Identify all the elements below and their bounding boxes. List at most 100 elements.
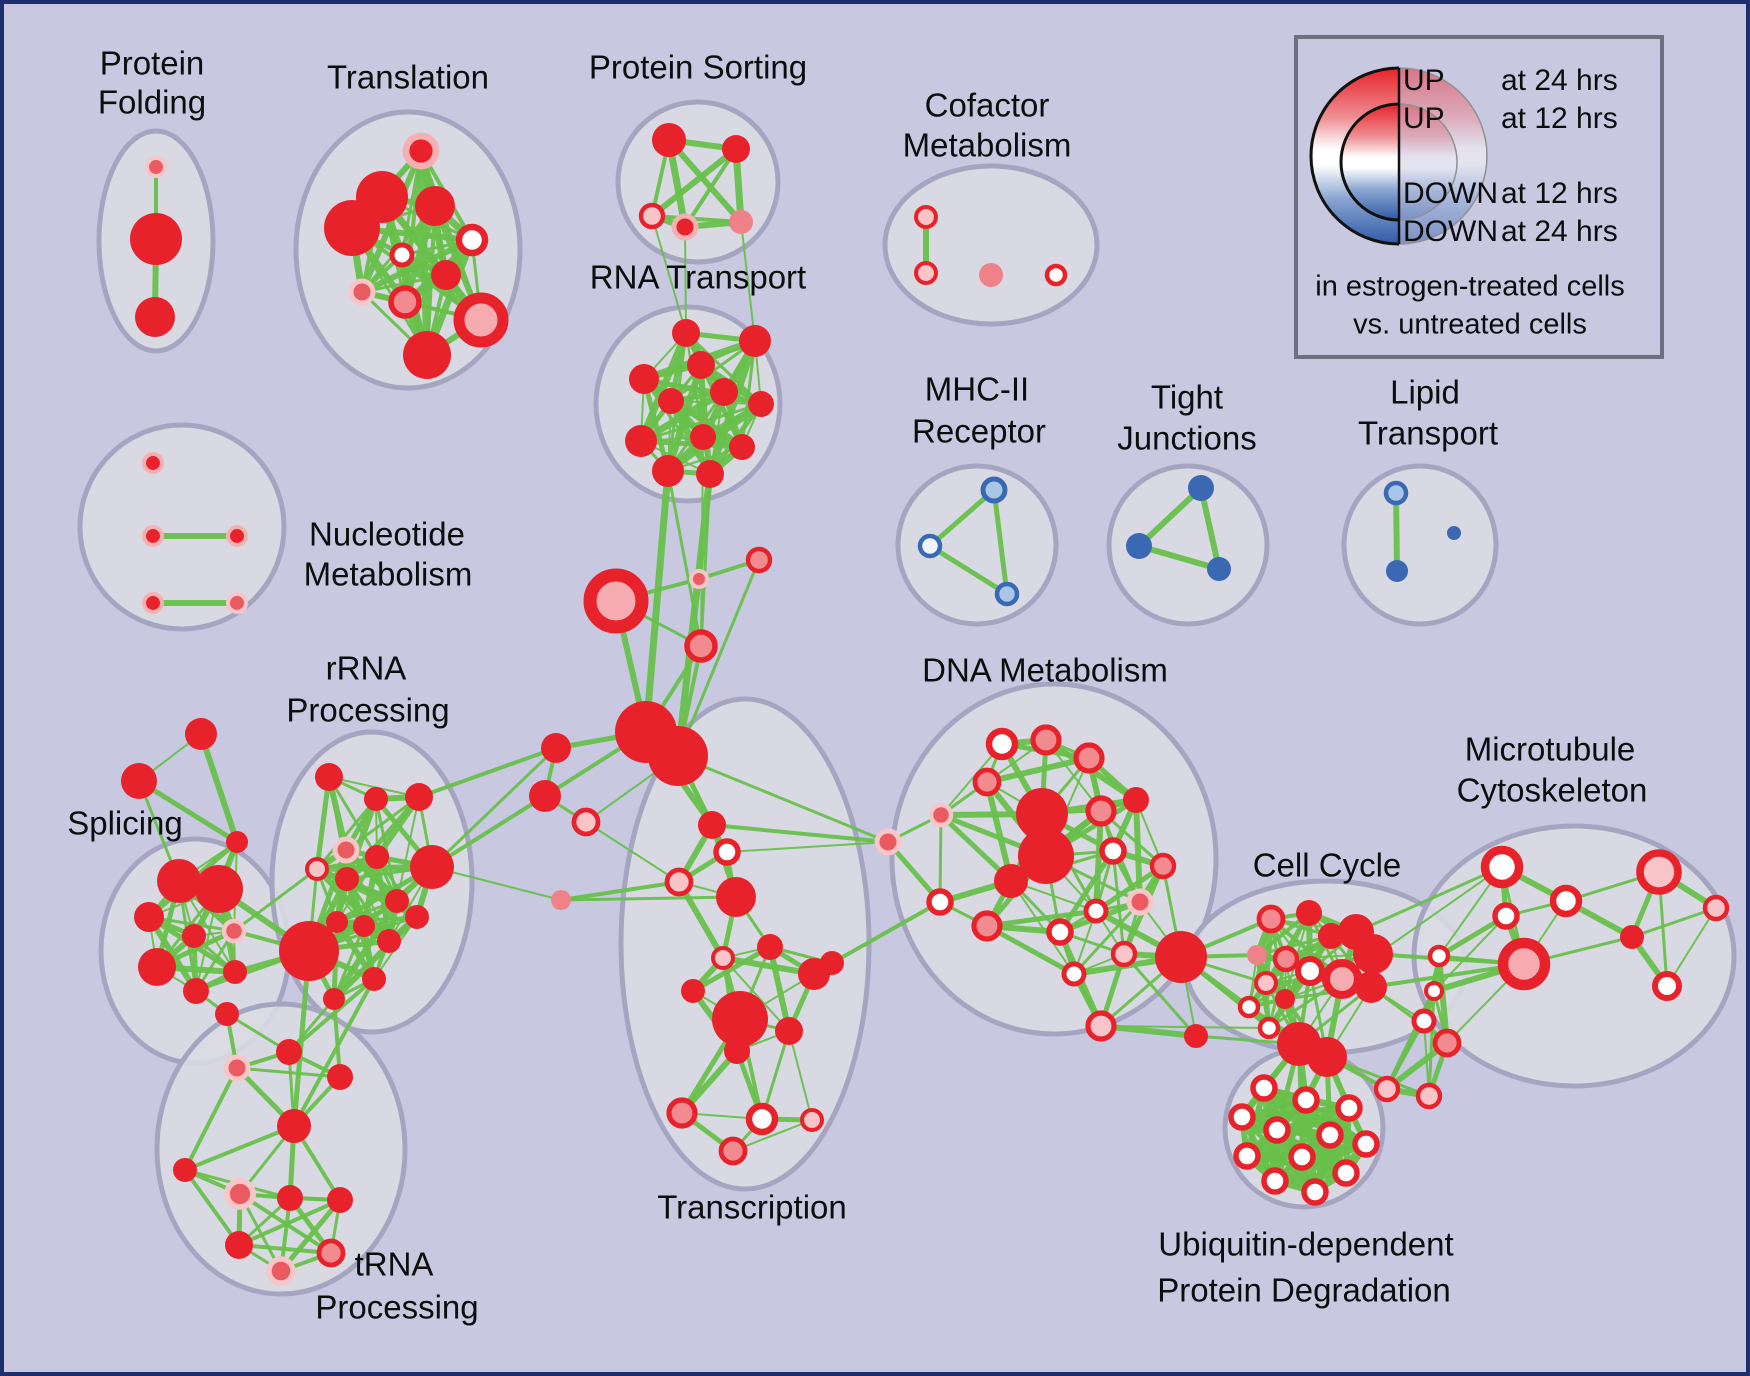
splicing-node	[195, 865, 243, 913]
cluster-label-splicing: Splicing	[67, 805, 183, 842]
network-edge	[315, 797, 378, 871]
ubiquitin-degradation-node	[1335, 1094, 1363, 1122]
cluster-label-cell-cycle: Cell Cycle	[1253, 847, 1402, 884]
cell-cycle-node	[1247, 945, 1267, 965]
network-edge	[788, 1030, 813, 1121]
dna-metabolism-node	[994, 864, 1028, 898]
cluster-label-transcription: Transcription	[657, 1189, 847, 1226]
backbone-node	[529, 780, 561, 812]
rrna-processing-node	[362, 967, 386, 991]
cluster-label-microtubule-cytoskeleton: Microtubule	[1465, 731, 1636, 768]
lipid-transport-node	[1383, 480, 1409, 506]
microtubule-cytoskeleton-node	[1424, 981, 1444, 1001]
dna-metabolism-node	[1184, 1024, 1208, 1048]
cell-cycle-node	[1355, 971, 1387, 1003]
cell-cycle-node	[1296, 900, 1322, 926]
cell-cycle-node	[1295, 956, 1325, 986]
trna-processing-node	[277, 1109, 311, 1143]
cluster-label-protein-folding: Folding	[98, 84, 206, 121]
nucleotide-metabolism-node	[225, 524, 249, 548]
cluster-label-ubiquitin-degradation: Protein Degradation	[1157, 1272, 1451, 1309]
cell-cycle-node	[1256, 904, 1286, 934]
cluster-label-protein-folding: Protein	[100, 45, 205, 82]
dna-metabolism-node	[972, 767, 1002, 797]
rrna-processing-node	[364, 787, 388, 811]
protein-sorting-node	[729, 210, 753, 234]
transcription-node	[664, 867, 694, 897]
mhc-ii-receptor-node	[994, 581, 1020, 607]
network-edge	[984, 755, 1092, 785]
network-edge	[683, 147, 738, 229]
network-edge	[1133, 797, 1143, 905]
cofactor-metabolism-node	[914, 261, 938, 285]
rrna-processing-node	[335, 867, 359, 891]
microtubule-cytoskeleton-node	[1549, 884, 1583, 918]
lipid-transport-node	[1447, 526, 1461, 540]
network-edge	[331, 898, 400, 1002]
cell-cycle-node	[1318, 923, 1344, 949]
nucleotide-metabolism-node	[141, 524, 165, 548]
protein-folding-node	[135, 297, 175, 337]
cluster-ellipse-nucleotide-metabolism	[77, 422, 287, 632]
legend-time-label: at 24 hrs	[1501, 64, 1618, 97]
splicing-node	[121, 763, 157, 799]
network-edge	[1630, 906, 1718, 939]
network-edge	[1666, 907, 1717, 987]
dna-metabolism-node	[820, 951, 844, 975]
trna-processing-node	[316, 1238, 346, 1268]
cluster-label-cofactor-metabolism: Cofactor	[925, 87, 1050, 124]
cell-cycle-node	[1254, 971, 1278, 995]
network-edge	[1122, 952, 1198, 1038]
translation-node	[402, 132, 440, 170]
nucleotide-metabolism-node	[141, 591, 165, 615]
network-edge	[830, 900, 942, 965]
transcription-node	[681, 979, 705, 1003]
dna-metabolism-node	[985, 727, 1019, 761]
network-edge	[183, 1168, 241, 1247]
dna-metabolism-node	[1110, 940, 1138, 968]
legend-box	[1294, 35, 1664, 359]
network-edge	[1136, 485, 1204, 549]
ubiquitin-degradation-node	[1332, 1159, 1360, 1187]
network-edge	[710, 823, 890, 844]
dna-metabolism-node	[1061, 961, 1087, 987]
dna-metabolism-node	[1123, 787, 1149, 813]
legend-dial-inner-outline-left	[1339, 102, 1400, 222]
network-edge	[649, 146, 739, 219]
dna-metabolism-node	[1149, 852, 1177, 880]
network-nodes	[121, 123, 1730, 1286]
ubiquitin-degradation-node	[1228, 1103, 1256, 1131]
network-edge	[1098, 1023, 1199, 1039]
network-edge	[1093, 863, 1166, 914]
microtubule-cytoskeleton-node	[1432, 1028, 1462, 1058]
ubiquitin-degradation-node	[1292, 1086, 1320, 1114]
cluster-label-rrna-processing: rRNA	[326, 650, 407, 687]
network-edge	[585, 821, 680, 883]
ubiquitin-degradation-node	[1301, 1178, 1329, 1206]
network-edge	[237, 1243, 333, 1255]
ubiquitin-degradation-node	[1263, 1116, 1291, 1144]
microtubule-cytoskeleton-node	[1652, 971, 1682, 1001]
rrna-processing-node	[405, 905, 429, 929]
transcription-node	[698, 811, 726, 839]
network-edge	[1427, 989, 1436, 1098]
network-edge	[430, 746, 558, 869]
network-edge	[637, 329, 690, 445]
network-edge	[984, 923, 1077, 977]
network-edge	[1436, 953, 1450, 1046]
network-edge	[328, 776, 420, 798]
ubiquitin-degradation-node	[1316, 1121, 1344, 1149]
cofactor-metabolism-node	[1044, 263, 1068, 287]
tight-junctions-node	[1207, 557, 1231, 581]
cluster-label-tight-junctions: Tight	[1151, 379, 1223, 416]
transcription-node	[718, 1136, 748, 1166]
dna-metabolism-node	[1155, 931, 1207, 983]
network-edge	[431, 866, 562, 901]
network-edge	[344, 795, 421, 852]
trna-processing-node	[327, 1187, 353, 1213]
network-edge	[335, 915, 419, 924]
legend-direction-label: DOWN	[1403, 177, 1498, 210]
microtubule-cytoskeleton-node	[1373, 1075, 1401, 1103]
